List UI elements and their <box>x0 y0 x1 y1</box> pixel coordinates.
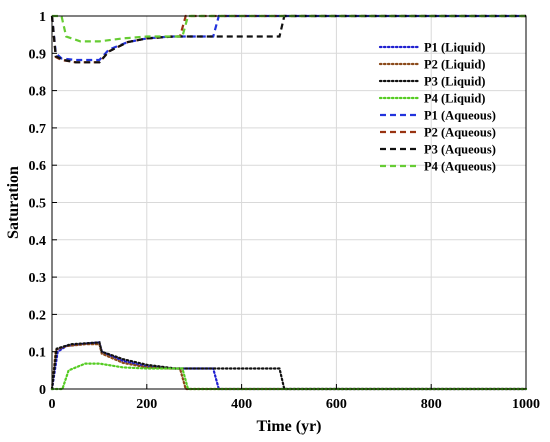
legend-entry: P3 (Liquid) <box>424 75 485 89</box>
legend: P1 (Liquid) P2 (Liquid) P3 (Liquid) P4 (Liq… <box>378 41 496 174</box>
x-tick-label: 600 <box>326 397 347 412</box>
y-tick-label: 1 <box>39 10 46 25</box>
series-line-3 <box>50 341 528 391</box>
y-tick-label: 0.2 <box>29 308 47 323</box>
series-line-8 <box>52 14 526 43</box>
x-tick-label: 400 <box>231 397 252 412</box>
series-layer <box>50 14 528 391</box>
x-tick-label: 1000 <box>512 397 540 412</box>
y-tick-label: 0.7 <box>29 122 47 137</box>
x-axis-title: Time (yr) <box>256 418 321 435</box>
grid <box>51 15 527 390</box>
series-line-4 <box>50 362 528 391</box>
legend-entry: P4 (Aqueous) <box>424 160 496 174</box>
x-tick-label: 0 <box>49 397 56 412</box>
y-axis-title: Saturation <box>5 166 22 239</box>
y-tick-label: 0 <box>39 383 46 398</box>
x-tick-label: 800 <box>421 397 442 412</box>
y-tick-label: 0.1 <box>29 346 47 361</box>
y-tick-label: 0.3 <box>29 271 47 286</box>
y-axis: 0 0.1 0.2 0.3 0.4 0.5 0.6 0.7 0.8 0.9 1 <box>29 10 57 398</box>
legend-entry: P1 (Liquid) <box>424 41 485 55</box>
series-line-7 <box>50 14 526 64</box>
x-tick-label: 200 <box>136 397 157 412</box>
legend-entry: P2 (Liquid) <box>424 58 485 72</box>
y-tick-label: 0.5 <box>29 197 47 212</box>
y-tick-label: 0.9 <box>29 47 47 62</box>
series-line-1 <box>50 341 528 391</box>
legend-entry: P2 (Aqueous) <box>424 126 496 140</box>
x-axis: 0 200 400 600 800 1000 <box>49 384 540 412</box>
legend-entry: P1 (Aqueous) <box>424 109 496 123</box>
legend-entry: P3 (Aqueous) <box>424 143 496 157</box>
y-tick-label: 0.4 <box>29 234 47 249</box>
y-tick-label: 0.6 <box>29 159 47 174</box>
series-line-6 <box>50 14 526 64</box>
y-tick-label: 0.8 <box>29 85 47 100</box>
legend-entry: P4 (Liquid) <box>424 92 485 106</box>
